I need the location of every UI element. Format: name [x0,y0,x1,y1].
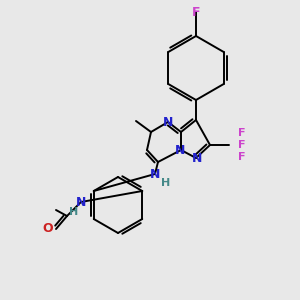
Text: N: N [192,152,202,164]
Text: F: F [238,152,245,162]
Text: H: H [161,178,171,188]
Text: F: F [238,128,245,138]
Text: F: F [238,140,245,150]
Text: F: F [192,5,200,19]
Text: N: N [150,167,160,181]
Text: N: N [163,116,173,128]
Text: N: N [76,196,86,208]
Text: H: H [69,207,79,217]
Text: O: O [42,223,53,236]
Text: N: N [175,143,185,157]
